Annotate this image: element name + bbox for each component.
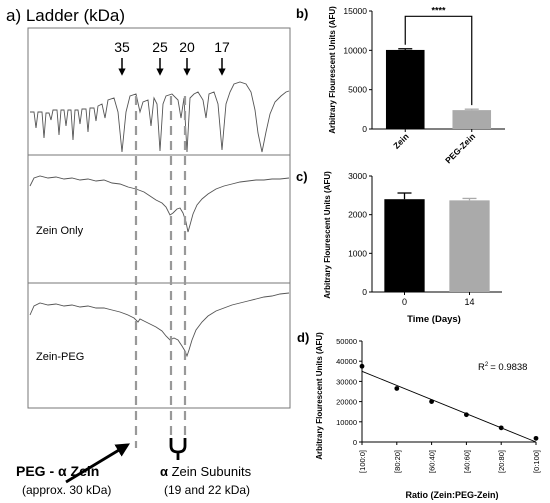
x-axis-title: Time (Days)	[407, 314, 461, 325]
annotation-subunits: α Zein Subunits	[160, 464, 252, 479]
y-tick-label: 50000	[336, 337, 357, 346]
row-label-zein-peg: Zein-PEG	[36, 351, 84, 363]
panel-label: c)	[296, 169, 308, 184]
panel-c: c) Arbitrary Flourescent Units (AFU) Tim…	[296, 169, 502, 325]
ladder-marker-label: 17	[214, 39, 230, 55]
y-tick-label: 3000	[348, 171, 367, 181]
ladder-trace	[30, 81, 290, 153]
panel-b: b) Arbitrary Flourescent Units (AFU) 0 50…	[296, 5, 505, 165]
plot-c: 0 1000 2000 3000 0 14	[348, 171, 502, 307]
bar	[384, 199, 425, 292]
electropherogram-frame	[27, 27, 291, 409]
x-tick-label: 14	[464, 297, 474, 307]
fit-line	[361, 370, 537, 443]
y-tick-label: 10000	[343, 45, 367, 55]
ladder-marker-label: 25	[152, 39, 168, 55]
x-tick-label: PEG-Zein	[443, 131, 477, 165]
panel-label: d)	[297, 330, 309, 345]
plot-d: 0 10000 20000 30000 40000 50000 [100:0] [80:20]…	[336, 337, 541, 473]
annotation-peg-zein: PEG - α Zein	[16, 463, 99, 479]
y-tick-label: 10000	[336, 418, 357, 427]
peg-zein-arrow	[65, 443, 130, 484]
y-tick-label: 0	[353, 438, 357, 447]
y-tick-label: 5000	[348, 85, 367, 95]
zein-only-trace	[29, 175, 290, 233]
r-squared-label: R2 = 0.9838	[478, 362, 527, 373]
y-tick-label: 0	[362, 124, 367, 134]
bar	[449, 200, 490, 292]
y-axis-title: Arbitrary Flourescent Units (AFU)	[323, 171, 332, 299]
zein-peg-trace	[29, 292, 290, 358]
y-tick-label: 2000	[348, 210, 367, 220]
data-point	[429, 399, 434, 404]
panel-a: a) Ladder (kDa) 35 25 20 17 Zein Only Ze…	[6, 6, 291, 497]
subunit-bracket	[169, 438, 187, 460]
bar	[452, 110, 492, 129]
ladder-markers: 35 25 20 17	[114, 39, 230, 76]
data-point	[498, 425, 504, 431]
panel-label: b)	[296, 6, 308, 21]
y-tick-label: 40000	[336, 357, 357, 366]
y-tick-label: 20000	[336, 398, 357, 407]
data-point	[394, 386, 400, 391]
y-tick-label: 30000	[336, 377, 357, 386]
guide-lines	[134, 96, 187, 448]
significance-bracket	[404, 15, 473, 106]
annotation-peg-zein-sub: (approx. 30 kDa)	[22, 483, 111, 497]
plot-b: 0 5000 10000 15000 Zein PEG-Zein ****	[343, 5, 505, 165]
bar	[385, 49, 425, 129]
y-tick-label: 1000	[348, 248, 367, 258]
x-tick-label: [40:60]	[462, 450, 471, 473]
panel-d: d) Arbitrary Flourescent Units (AFU) Rat…	[297, 330, 541, 500]
panel-a-title: a) Ladder (kDa)	[6, 6, 125, 25]
data-point	[464, 412, 469, 418]
y-axis-title: Arbitrary Flourescent Units (AFU)	[315, 332, 324, 460]
x-tick-label: 0	[402, 297, 407, 307]
row-label-zein-only: Zein Only	[36, 225, 84, 237]
x-tick-label: [100:0]	[358, 450, 367, 473]
data-point	[533, 435, 539, 441]
y-tick-label: 15000	[343, 6, 367, 16]
x-tick-label: [20:80]	[497, 450, 506, 473]
x-tick-label: [60:40]	[428, 450, 437, 473]
ladder-marker-label: 35	[114, 39, 130, 55]
x-tick-label: [0:100]	[532, 450, 541, 473]
ladder-marker-label: 20	[179, 39, 195, 55]
x-axis-title: Ratio (Zein:PEG-Zein)	[406, 490, 499, 500]
x-tick-label: Zein	[391, 131, 410, 150]
annotation-subunits-sub: (19 and 22 kDa)	[164, 483, 250, 497]
data-point	[359, 363, 365, 369]
y-axis-title: Arbitrary Flourescent Units (AFU)	[328, 6, 337, 134]
x-tick-label: [80:20]	[393, 450, 402, 473]
y-tick-label: 0	[362, 287, 367, 297]
significance-label: ****	[431, 5, 446, 15]
